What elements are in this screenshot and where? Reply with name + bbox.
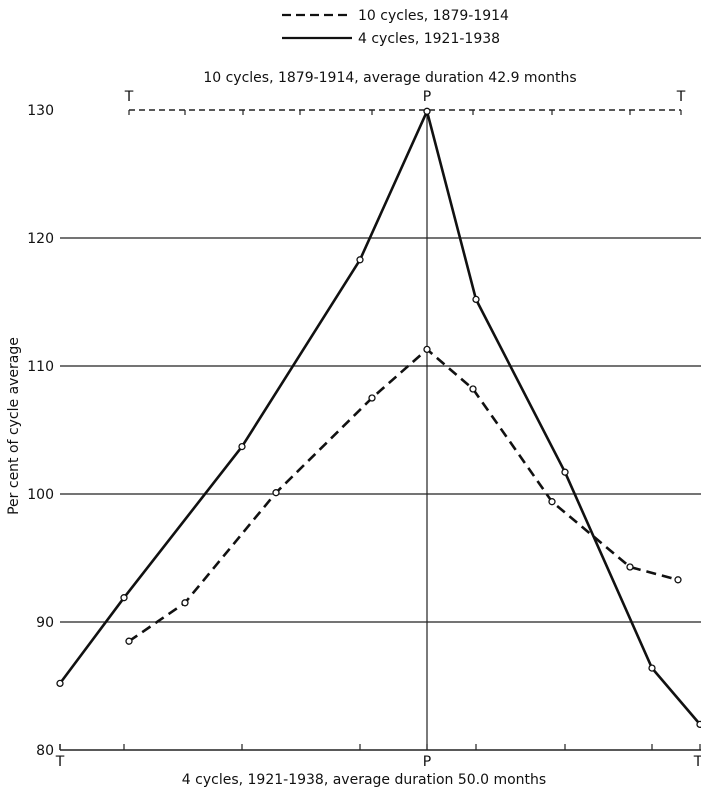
data-point-solid-0 [56,679,64,688]
y-tick-label-100: 100 [27,487,54,503]
legend: 10 cycles, 1879-1914 4 cycles, 1921-1938 [282,8,509,47]
y-tick-label-110: 110 [27,359,54,375]
legend-label-dashed: 10 cycles, 1879-1914 [358,8,509,24]
top-axis-tick-label-1: P [423,89,431,105]
data-point-solid-2 [238,442,246,451]
data-point-dashed-6 [548,498,556,506]
data-point-solid-8 [696,720,701,729]
top-axis-tick-label-2: T [676,89,686,105]
y-tick-label-130: 130 [27,103,54,119]
bottom-axis-label: 4 cycles, 1921-1938, average duration 50… [182,772,546,788]
series-line-dashed [128,348,679,643]
legend-label-solid: 4 cycles, 1921-1938 [358,31,500,47]
data-point-dashed-0 [125,637,133,645]
gridlines [60,110,701,751]
data-point-dashed-7 [626,563,634,571]
y-tick-label-90: 90 [36,615,54,631]
data-point-solid-4 [423,107,431,115]
y-axis-label: Per cent of cycle average [6,337,22,515]
bottom-axis-tick-label-1: P [423,754,431,770]
data-point-solid-6 [561,468,569,476]
data-point-dashed-4 [423,345,431,354]
data-point-solid-5 [472,295,480,304]
data-point-dashed-2 [272,489,280,497]
y-tick-label-80: 80 [36,743,54,759]
data-point-dashed-3 [368,394,376,402]
data-point-dashed-1 [181,599,189,607]
series-line-solid [58,110,701,726]
data-point-dashed-8 [674,576,682,584]
series [56,107,701,729]
data-point-solid-7 [648,664,656,672]
y-tick-label-120: 120 [27,231,54,247]
data-point-solid-1 [120,594,128,602]
top-axis-label: 10 cycles, 1879-1914, average duration 4… [203,70,576,86]
bottom-axis-tick-label-0: T [55,754,65,770]
data-point-dashed-5 [469,385,477,393]
data-point-solid-3 [356,256,364,264]
bottom-axis-tick-label-2: T [693,754,701,770]
axes: 80 90 100 110 120 130 T P T T P T [27,89,701,770]
top-axis-tick-label-0: T [124,89,134,105]
